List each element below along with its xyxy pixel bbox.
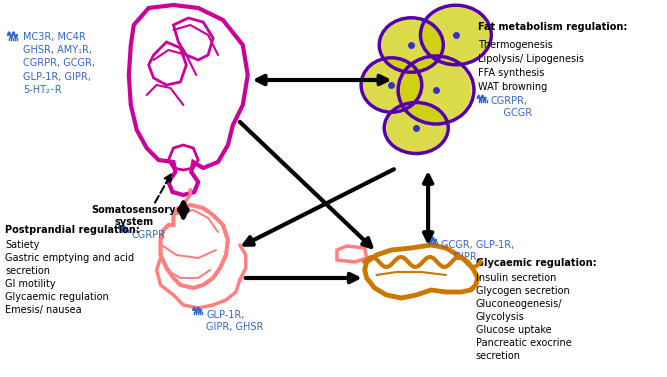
Text: secretion: secretion [476, 351, 521, 361]
Text: Gastric emptying and acid: Gastric emptying and acid [5, 253, 134, 263]
Text: CGRPR,
    GCGR: CGRPR, GCGR [490, 96, 532, 118]
Ellipse shape [423, 7, 489, 63]
Text: Gluconeogenesis/: Gluconeogenesis/ [476, 299, 562, 309]
Ellipse shape [400, 58, 472, 122]
Text: MC3R, MC4R
GHSR, AMY₁R,
CGRPR, GCGR,
GLP-1R, GIPR,
5-HT₂⁃R: MC3R, MC4R GHSR, AMY₁R, CGRPR, GCGR, GLP… [23, 32, 95, 95]
Text: GLP-1R,
GIPR, GHSR: GLP-1R, GIPR, GHSR [206, 310, 263, 332]
Text: CGRPR: CGRPR [132, 230, 166, 240]
Text: Somatosensory
system: Somatosensory system [91, 205, 176, 227]
Text: Fat metabolism regulation:: Fat metabolism regulation: [478, 22, 627, 32]
Text: Thermogenesis: Thermogenesis [478, 40, 552, 50]
Text: Glycaemic regulation:: Glycaemic regulation: [476, 258, 596, 268]
Ellipse shape [363, 60, 420, 110]
Text: Satiety: Satiety [5, 240, 39, 250]
Text: Lipolysis/ Lipogenesis: Lipolysis/ Lipogenesis [478, 54, 584, 64]
Text: Glycaemic regulation: Glycaemic regulation [5, 292, 109, 302]
Ellipse shape [381, 19, 442, 70]
Text: FFA synthesis: FFA synthesis [478, 68, 544, 78]
Text: Postprandial regulation:: Postprandial regulation: [5, 225, 139, 235]
Text: WAT browning: WAT browning [478, 82, 547, 92]
Text: Glycogen secretion: Glycogen secretion [476, 286, 570, 296]
Text: GCGR, GLP-1R,
    GIPR: GCGR, GLP-1R, GIPR [441, 240, 514, 262]
Text: Pancreatic exocrine: Pancreatic exocrine [476, 338, 572, 348]
Ellipse shape [386, 104, 446, 152]
Text: Insulin secretion: Insulin secretion [476, 273, 556, 283]
Text: GI motility: GI motility [5, 279, 55, 289]
Text: Emesis/ nausea: Emesis/ nausea [5, 305, 81, 315]
Text: Glycolysis: Glycolysis [476, 312, 524, 322]
Text: secretion: secretion [5, 266, 50, 276]
Text: Glucose uptake: Glucose uptake [476, 325, 552, 335]
